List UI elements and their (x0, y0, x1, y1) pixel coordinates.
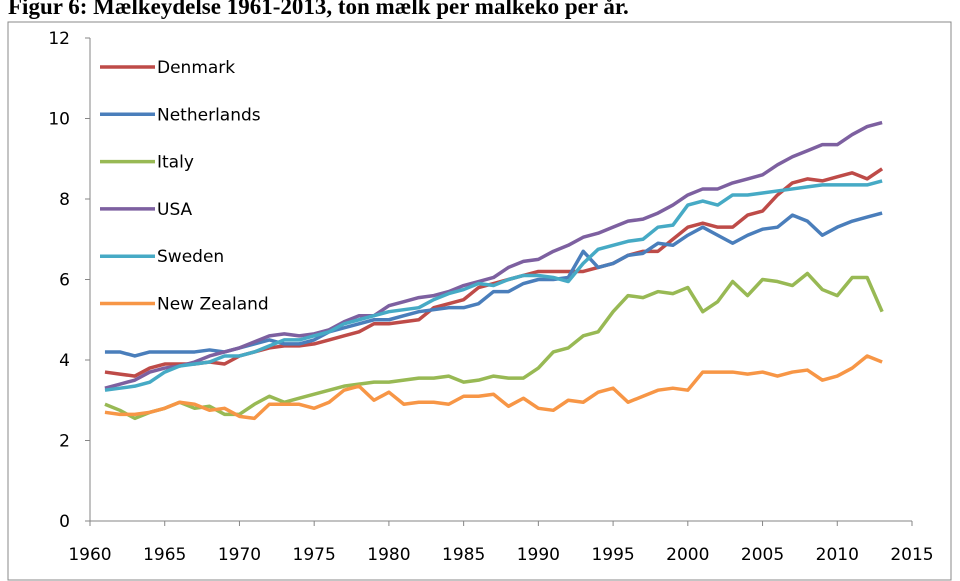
x-tick-label: 2005 (741, 545, 784, 565)
y-tick-label: 12 (48, 29, 70, 49)
y-tick-label: 8 (59, 190, 70, 210)
y-tick-label: 6 (59, 271, 70, 291)
x-tick-label: 1960 (68, 545, 111, 565)
legend-label: Italy (157, 153, 194, 173)
x-tick-label: 2015 (890, 545, 933, 565)
chart-title: Figur 6: Mælkeydelse 1961-2013, ton mælk… (8, 0, 629, 19)
legend-label: Denmark (157, 58, 235, 78)
y-tick-label: 2 (59, 432, 70, 452)
legend-label: Netherlands (157, 105, 261, 125)
series-line (104, 167, 884, 378)
legend-label: Sweden (157, 247, 224, 267)
x-tick-label: 2000 (666, 545, 709, 565)
legend-label: New Zealand (157, 295, 269, 315)
x-tick-label: 1970 (218, 545, 261, 565)
legend-label: USA (157, 200, 193, 220)
series-line (104, 120, 883, 390)
series-line (104, 179, 883, 392)
x-tick-label: 2010 (816, 545, 859, 565)
x-tick-label: 1975 (293, 545, 336, 565)
x-tick-label: 1995 (591, 545, 634, 565)
y-tick-label: 0 (59, 512, 70, 532)
y-tick-label: 10 (48, 110, 70, 130)
x-tick-label: 1965 (143, 545, 186, 565)
x-tick-label: 1980 (367, 545, 410, 565)
series-line (104, 354, 883, 421)
chart-frame (7, 21, 952, 581)
y-tick-label: 4 (59, 351, 70, 371)
x-tick-label: 1985 (442, 545, 485, 565)
x-tick-label: 1990 (517, 545, 560, 565)
